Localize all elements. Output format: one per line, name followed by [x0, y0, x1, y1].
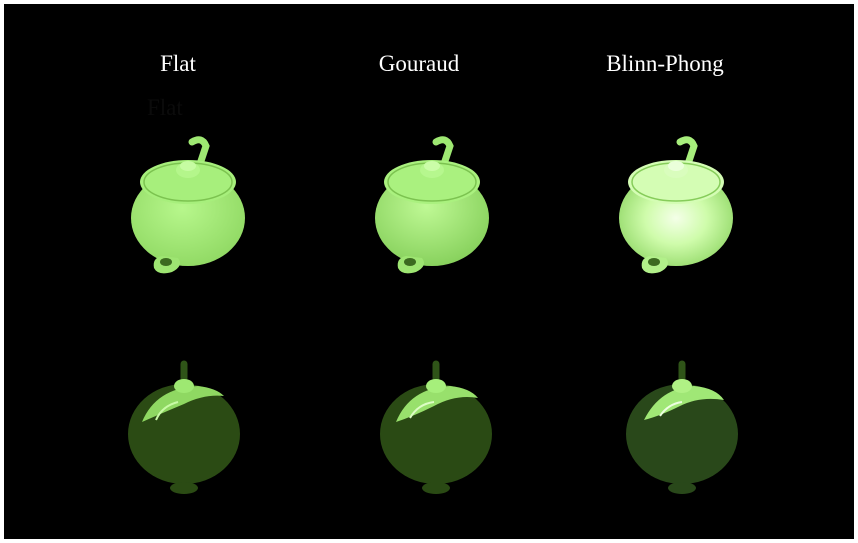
teapot-blinn-phong-lit — [608, 134, 744, 284]
teapot-flat-backlit — [122, 360, 246, 498]
teapot-blinn-phong-backlit — [620, 360, 744, 498]
render-canvas: Flat Gouraud Blinn-Phong Flat — [4, 4, 854, 539]
label-gouraud: Gouraud — [378, 51, 460, 76]
faint-label: Flat — [147, 95, 183, 120]
teapot-gouraud-backlit — [374, 360, 498, 498]
teapot-flat-lit — [120, 134, 256, 284]
teapot-gouraud-lit — [364, 134, 500, 284]
label-blinn-phong: Blinn-Phong — [606, 51, 724, 76]
label-flat: Flat — [160, 51, 196, 76]
